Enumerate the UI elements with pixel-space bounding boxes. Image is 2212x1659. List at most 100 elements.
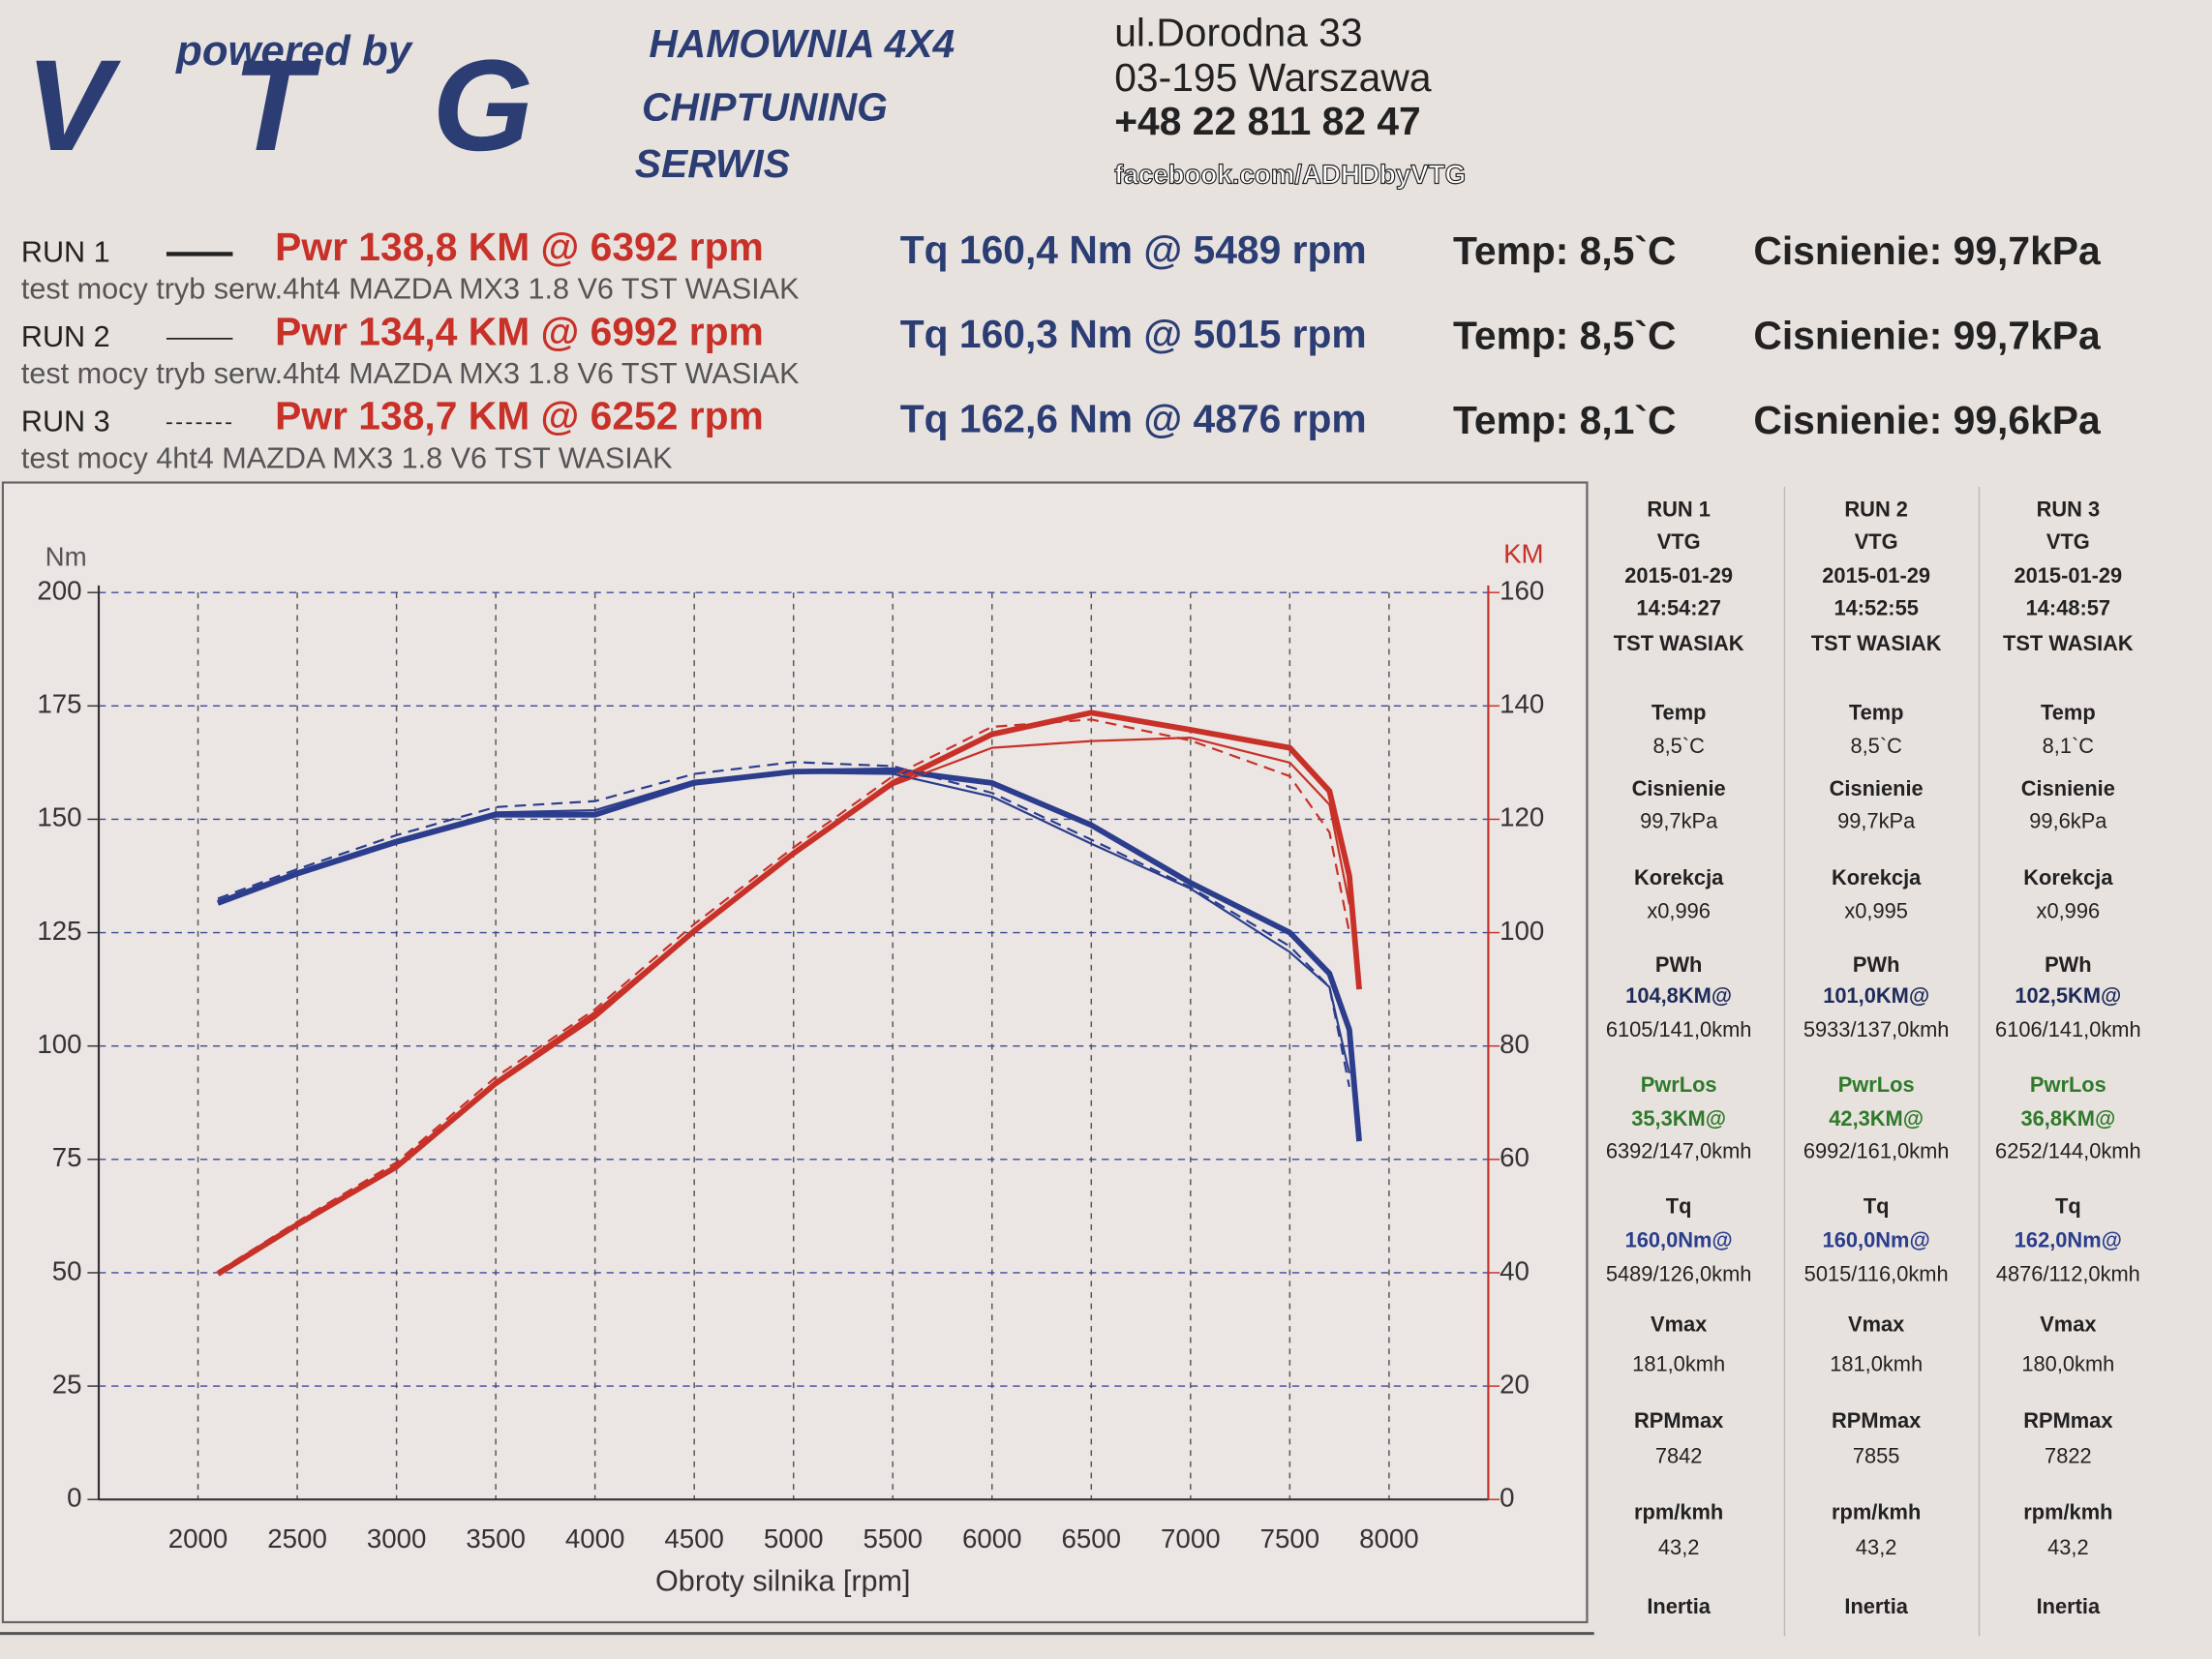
run-temp: Temp: 8,5`C [1453,228,1676,273]
table-cell: 2015-01-29 [2014,563,2122,588]
table-cell: Inertia [2037,1594,2101,1618]
table-cell: 2015-01-29 [1624,563,1733,588]
table-cell: 5489/126,0kmh [1606,1261,1752,1285]
run-label: RUN 1 [21,236,110,269]
table-cell: VTG [1657,529,1701,554]
table-cell: RUN 3 [2037,497,2101,521]
phone: +48 22 811 82 47 [1114,99,1421,143]
table-cell: 43,2 [1856,1535,1897,1559]
logo: VTG [25,34,533,178]
table-cell: Temp [2041,700,2096,724]
y-tick-label: 175 [37,689,81,719]
table-cell: 7855 [1853,1443,1900,1467]
y-tick-label: 50 [52,1255,82,1285]
table-cell: 4876/112,0kmh [1996,1261,2140,1285]
table-cell: VTG [1855,529,1898,554]
table-cell: x0,995 [1844,899,1908,923]
table-cell: Inertia [1647,1594,1711,1618]
service: HAMOWNIA 4X4 [649,21,954,66]
x-tick-label: 7000 [1161,1523,1221,1553]
table-cell: 6106/141,0kmh [1995,1017,2141,1041]
table-cell: 6252/144,0kmh [1995,1138,2141,1162]
table-cell: Korekcja [1634,865,1724,890]
social: facebook.com/ADHDbyVTG [1114,160,1466,190]
table-cell: Cisnienie [2021,776,2115,800]
y-unit: Nm [45,542,87,572]
y2-tick-label: 80 [1500,1029,1530,1059]
table-cell: Korekcja [2023,865,2113,890]
y2-tick-label: 20 [1500,1369,1530,1399]
chart-frame [1,481,1589,1624]
table-cell: VTG [2046,529,2090,554]
table-cell: 101,0KM@ [1823,983,1929,1008]
x-tick-label: 3000 [367,1523,427,1553]
x-tick-label: 5000 [764,1523,824,1553]
address: 03-195 Warszawa [1114,55,1432,100]
table-cell: rpm/kmh [2023,1500,2112,1524]
run-power: Pwr 138,8 KM @ 6392 rpm [275,225,764,269]
y2-tick-label: 100 [1500,916,1544,946]
y2-unit: KM [1503,539,1544,569]
y2-tick-label: 60 [1500,1142,1530,1172]
y-tick-label: 25 [52,1369,82,1399]
x-tick-label: 3500 [466,1523,526,1553]
run-torque: Tq 160,4 Nm @ 5489 rpm [900,227,1367,272]
table-cell: 8,5`C [1850,734,1901,758]
run-pressure: Cisnienie: 99,6kPa [1753,398,2101,442]
x-tick-label: 8000 [1359,1523,1419,1553]
table-cell: 7842 [1655,1443,1703,1467]
run-power: Pwr 134,4 KM @ 6992 rpm [275,309,764,353]
run-description: test mocy tryb serw.4ht4 MAZDA MX3 1.8 V… [21,357,800,390]
x-tick-label: 5500 [863,1523,923,1553]
table-cell: 99,6kPa [2029,808,2107,832]
table-cell: 181,0kmh [1830,1352,1923,1376]
table-cell: Temp [1849,700,1904,724]
logo-tagline: powered by [175,27,414,75]
address: ul.Dorodna 33 [1114,10,1362,54]
table-cell: x0,996 [1647,899,1711,923]
table-cell: 181,0kmh [1632,1352,1725,1376]
table-cell: Vmax [1848,1312,1904,1337]
table-cell: Vmax [1651,1312,1707,1337]
table-cell: RPMmax [2023,1408,2112,1433]
x-tick-label: 2500 [267,1523,327,1553]
run-temp: Temp: 8,1`C [1453,398,1676,442]
run-pressure: Cisnienie: 99,7kPa [1753,228,2101,273]
table-cell: PWh [2045,952,2092,977]
table-cell: 160,0Nm@ [1823,1227,1930,1252]
x-tick-label: 4500 [664,1523,724,1553]
y-tick-label: 200 [37,575,81,605]
table-cell: PwrLos [1838,1072,1915,1097]
table-cell: TST WASIAK [1811,631,1942,655]
run-torque: Tq 162,6 Nm @ 4876 rpm [900,397,1367,441]
table-cell: RUN 2 [1844,497,1908,521]
table-cell: 160,0Nm@ [1625,1227,1733,1252]
table-cell: Tq [1864,1193,1890,1218]
table-cell: 14:48:57 [2026,595,2110,619]
run-torque: Tq 160,3 Nm @ 5015 rpm [900,312,1367,356]
table-cell: Cisnienie [1830,776,1924,800]
run-label: RUN 2 [21,320,110,353]
service: CHIPTUNING [642,85,888,130]
table-cell: 35,3KM@ [1631,1106,1726,1131]
table-cell: Korekcja [1832,865,1922,890]
power-curve [217,718,1350,1273]
table-cell: PwrLos [2030,1072,2106,1097]
table-cell: PWh [1853,952,1900,977]
table-cell: 6992/161,0kmh [1803,1138,1950,1162]
torque-curve [217,771,1350,1074]
table-cell: 14:52:55 [1833,595,1918,619]
table-cell: 8,1`C [2043,734,2094,758]
x-tick-label: 7500 [1260,1523,1320,1553]
power-curve [216,709,1362,1277]
y-tick-label: 150 [37,802,81,832]
y-tick-label: 0 [67,1483,81,1513]
run-description: test mocy tryb serw.4ht4 MAZDA MX3 1.8 V… [21,272,800,305]
table-cell: 5015/116,0kmh [1804,1261,1949,1285]
table-cell: rpm/kmh [1832,1500,1921,1524]
run-temp: Temp: 8,5`C [1453,314,1676,358]
table-cell: 43,2 [1658,1535,1700,1559]
x-tick-label: 6500 [1062,1523,1122,1553]
table-cell: 99,7kPa [1837,808,1916,832]
